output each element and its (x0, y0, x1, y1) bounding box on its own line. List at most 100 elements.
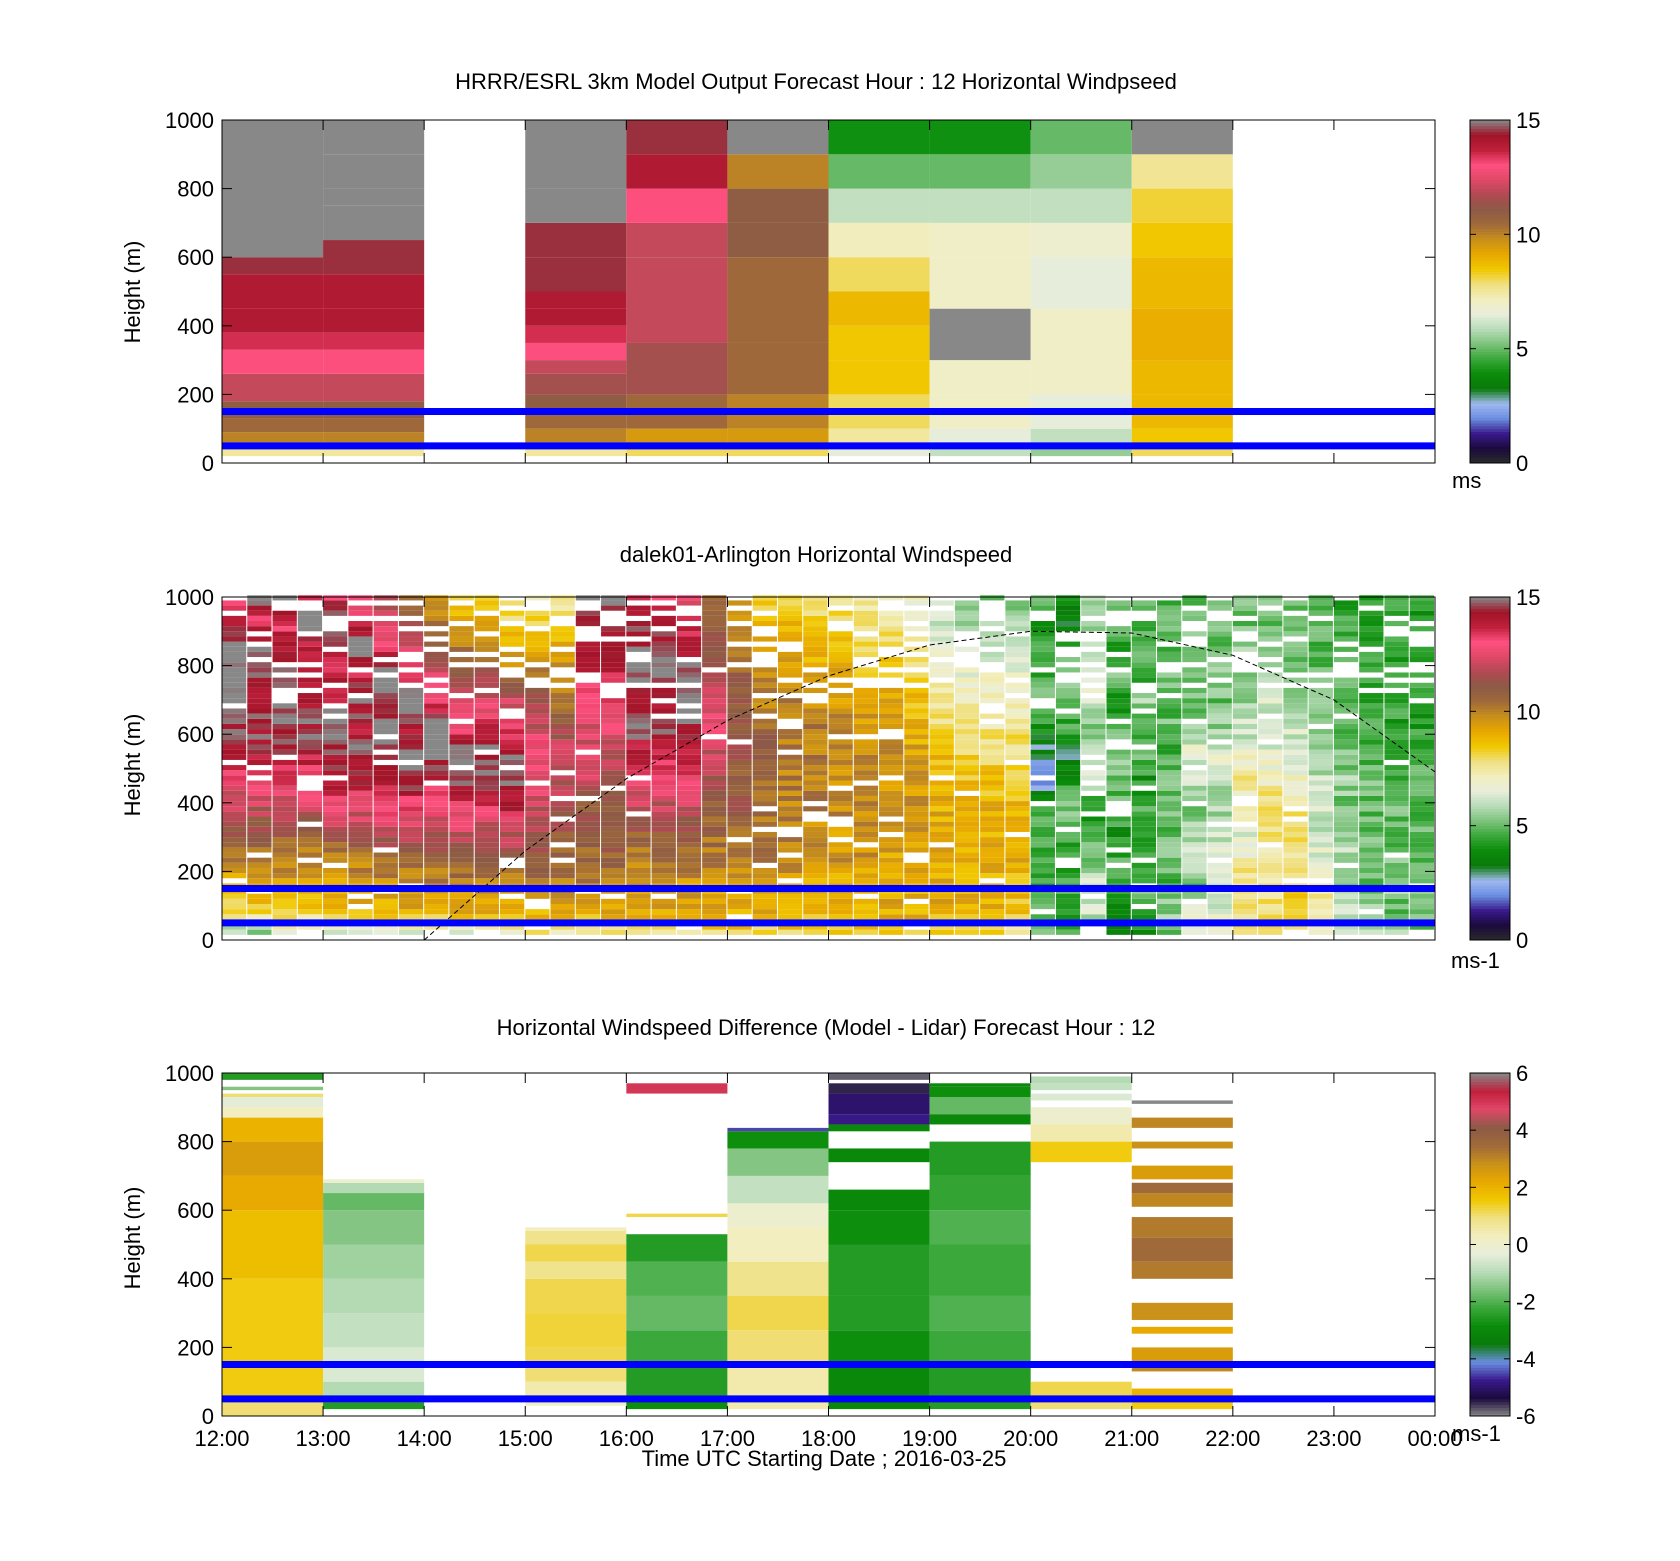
colorbar-segment (1470, 1401, 1510, 1406)
heatmap-cell (474, 852, 499, 858)
heatmap-cell (954, 626, 980, 632)
heatmap-cell (676, 651, 702, 658)
colorbar-segment (1470, 134, 1510, 138)
heatmap-cell (1283, 801, 1308, 807)
heatmap-cell (424, 924, 449, 930)
colorbar-segment (1470, 928, 1510, 932)
colorbar-segment (1470, 779, 1510, 784)
heatmap-cell (398, 744, 424, 750)
heatmap-cell (626, 790, 651, 796)
x-tick-label: 17:00 (700, 1426, 755, 1451)
heatmap-cell (297, 713, 323, 719)
heatmap-cell (222, 1141, 324, 1176)
heatmap-cell (1283, 708, 1308, 714)
colorbar-segment (1470, 1224, 1510, 1228)
heatmap-cell (323, 749, 348, 755)
heatmap-cell (499, 898, 525, 904)
colorbar-segment (1470, 1227, 1510, 1231)
heatmap-cell (424, 898, 449, 904)
heatmap-cell (626, 708, 651, 714)
heatmap-cell (1232, 641, 1258, 647)
heatmap-cell (1131, 754, 1157, 760)
heatmap-cell (1409, 610, 1434, 616)
heatmap-cell (1359, 641, 1384, 647)
colorbar-segment (1470, 1264, 1510, 1268)
heatmap-cell (1384, 754, 1409, 760)
heatmap-cell (929, 687, 954, 694)
heatmap-cell (1157, 826, 1182, 832)
heatmap-cell (1131, 360, 1233, 395)
heatmap-cell (272, 723, 297, 730)
heatmap-cell (1359, 770, 1384, 776)
heatmap-cell (1081, 842, 1106, 848)
heatmap-cell (348, 744, 373, 750)
heatmap-cell (904, 734, 929, 740)
heatmap-cell (702, 754, 727, 760)
x-tick-label: 12:00 (194, 1426, 249, 1451)
heatmap-cell (803, 626, 828, 632)
heatmap-cell (1232, 682, 1258, 688)
heatmap-cell (222, 1093, 324, 1098)
colorbar-segment (1470, 1090, 1510, 1094)
heatmap-cell (424, 600, 449, 606)
heatmap-cell (1182, 878, 1207, 884)
heatmap-cell (550, 605, 575, 611)
heatmap-cell (499, 610, 525, 616)
heatmap-cell (1207, 775, 1232, 781)
x-tick-label: 13:00 (296, 1426, 351, 1451)
colorbar-segment (1470, 320, 1510, 324)
heatmap-cell (752, 687, 777, 694)
colorbar-segment (1470, 745, 1510, 749)
heatmap-cell (702, 831, 727, 838)
heatmap-cell (348, 873, 373, 879)
heatmap-cell (601, 723, 626, 730)
heatmap-cell (499, 852, 525, 858)
heatmap-cell (1308, 651, 1333, 658)
heatmap-cell (904, 811, 929, 817)
colorbar-segment (1470, 1278, 1510, 1283)
heatmap-cell (1030, 708, 1055, 714)
heatmap-cell (247, 687, 272, 694)
heatmap-cell (727, 903, 752, 910)
colorbar-segment (1470, 1155, 1510, 1160)
heatmap-cell (702, 826, 727, 832)
heatmap-cell (853, 636, 879, 642)
heatmap-cell (575, 785, 601, 791)
heatmap-cell (575, 826, 601, 832)
heatmap-cell (398, 646, 424, 652)
heatmap-cell (1384, 729, 1409, 735)
heatmap-cell (803, 929, 828, 935)
heatmap-cell (1283, 687, 1308, 694)
heatmap-cell (1333, 837, 1359, 843)
heatmap-cell (1258, 631, 1283, 637)
heatmap-cell (1333, 682, 1359, 688)
heatmap-cell (1207, 826, 1232, 832)
heatmap-cell (1232, 770, 1258, 776)
heatmap-cell (1081, 914, 1106, 920)
heatmap-cell (1030, 754, 1055, 760)
heatmap-cell (853, 744, 879, 750)
colorbar-segment (1470, 754, 1510, 758)
heatmap-cell (1131, 693, 1157, 699)
colorbar-segment (1470, 1333, 1510, 1337)
heatmap-cell (676, 790, 702, 796)
heatmap-cell (651, 898, 676, 904)
heatmap-cell (373, 677, 398, 683)
heatmap-cell (222, 1086, 324, 1091)
heatmap-cell (803, 708, 828, 714)
heatmap-cell (1258, 615, 1283, 622)
heatmap-cell (626, 909, 651, 915)
heatmap-cell (1005, 739, 1030, 745)
heatmap-cell (1308, 693, 1333, 699)
heatmap-cell (398, 641, 424, 647)
heatmap-cell (1207, 646, 1232, 652)
heatmap-cell (651, 749, 676, 755)
heatmap-cell (499, 754, 525, 760)
heatmap-cell (348, 847, 373, 853)
heatmap-cell (651, 780, 676, 786)
heatmap-cell (1409, 847, 1434, 853)
heatmap-cell (323, 1193, 425, 1211)
heatmap-cell (1207, 682, 1232, 688)
heatmap-cell (1182, 693, 1207, 699)
heatmap-cell (222, 626, 247, 632)
